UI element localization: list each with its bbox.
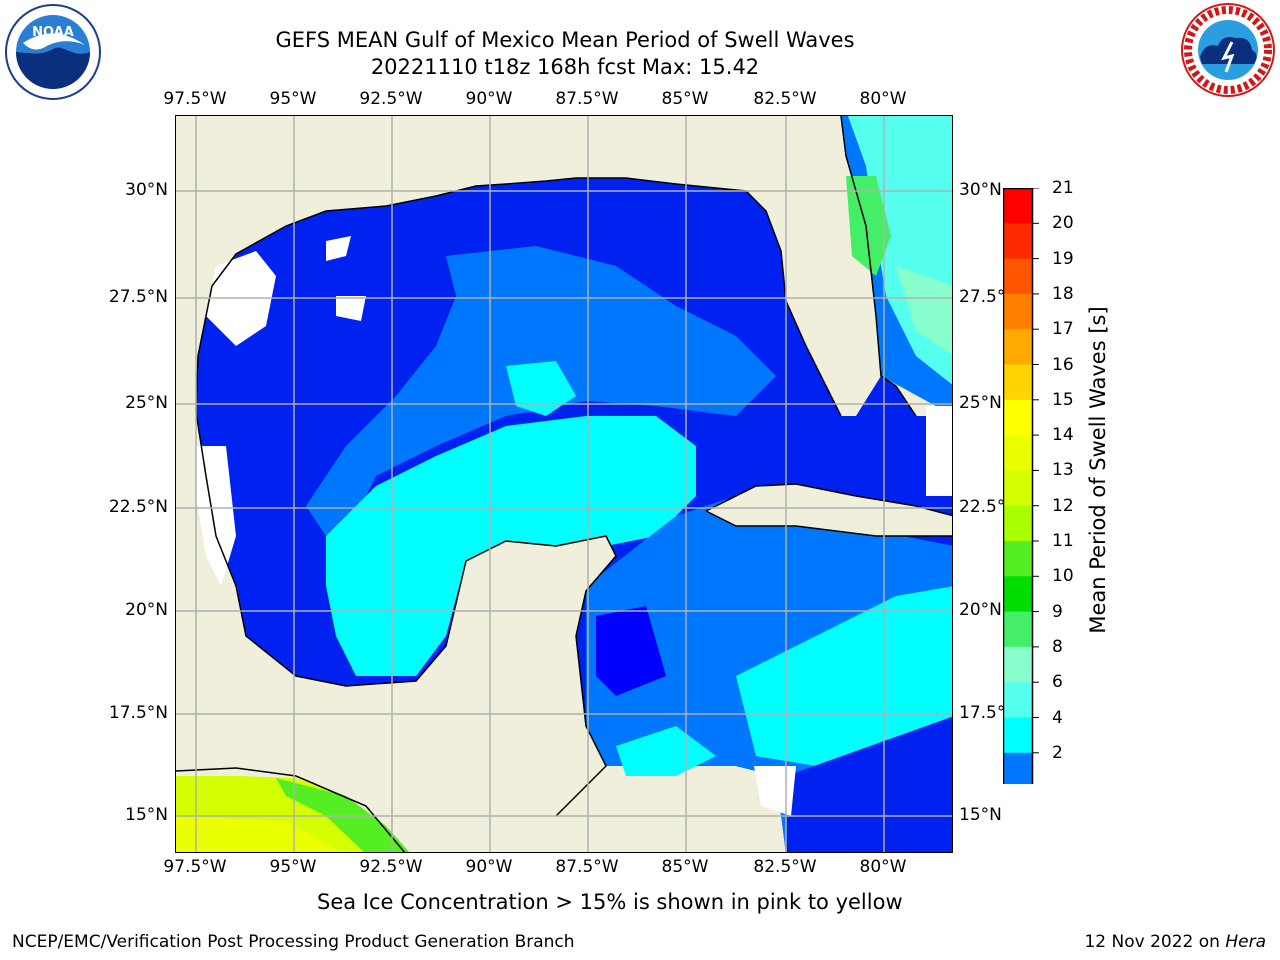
colorbar-tick-label: 13	[1052, 460, 1074, 481]
colorbar-tick-label: 16	[1052, 354, 1074, 375]
colorbar-tick-label: 11	[1052, 531, 1074, 551]
colorbar-tick-label: 18	[1052, 283, 1074, 304]
longitude-label: 97.5°W	[163, 857, 227, 877]
longitude-label: 80°W	[859, 89, 907, 109]
colorbar-tick-label: 14	[1052, 425, 1074, 446]
longitude-label: 92.5°W	[359, 857, 423, 877]
longitude-label: 87.5°W	[555, 89, 619, 109]
latitude-label: 30°N	[125, 180, 168, 200]
colorbar-tick-label: 15	[1052, 389, 1074, 410]
cuba-land	[706, 484, 952, 536]
longitude-label: 97.5°W	[163, 89, 227, 109]
nws-logo	[1181, 3, 1275, 97]
colorbar-segment	[1003, 717, 1033, 754]
colorbar-segment	[1003, 646, 1033, 683]
credit-text: NCEP/EMC/Verification Post Processing Pr…	[12, 932, 575, 952]
longitude-label: 92.5°W	[359, 89, 423, 109]
latitude-label: 15°N	[959, 805, 1002, 825]
longitude-label: 85°W	[661, 89, 709, 109]
map-title: GEFS MEAN Gulf of Mexico Mean Period of …	[275, 28, 855, 52]
longitude-label: 90°W	[465, 857, 513, 877]
colorbar-segment	[1003, 576, 1033, 613]
colorbar-tick-label: 4	[1052, 707, 1063, 728]
latitude-label: 25°N	[125, 393, 168, 413]
yucatan-land	[426, 536, 616, 816]
map-subtitle: 20221110 t18z 168h fcst Max: 15.42	[370, 55, 760, 79]
colorbar-segment	[1003, 505, 1033, 542]
date-stamp: 12 Nov 2022 on Hera	[1084, 932, 1266, 952]
colorbar	[1003, 188, 1039, 784]
colorbar-segment	[1003, 470, 1033, 507]
colorbar-tick-label: 12	[1052, 495, 1074, 516]
colorbar-segment	[1003, 541, 1033, 577]
map-grid	[176, 116, 952, 852]
colorbar-tick-label: 2	[1052, 742, 1063, 763]
latitude-label: 20°N	[959, 600, 1002, 620]
longitude-label: 82.5°W	[753, 857, 817, 877]
colorbar-tick-label: 8	[1052, 636, 1063, 657]
longitude-label: 87.5°W	[555, 857, 619, 877]
colorbar-tick-label: 21	[1052, 178, 1074, 198]
colorbar-tick-label: 6	[1052, 672, 1063, 693]
colorbar-tick-label: 19	[1052, 248, 1074, 269]
colorbar-segment	[1003, 258, 1033, 295]
colorbar-segment	[1003, 611, 1033, 648]
map-canvas	[176, 116, 952, 852]
date-text: 12 Nov 2022 on	[1084, 932, 1226, 952]
longitude-label: 82.5°W	[753, 89, 817, 109]
latitude-label: 17.5°N	[108, 703, 168, 723]
colorbar-segment	[1003, 435, 1033, 471]
colorbar-segment	[1003, 188, 1033, 224]
colorbar-segment	[1003, 399, 1033, 436]
longitude-label: 90°W	[465, 89, 513, 109]
svg-text:NOAA: NOAA	[32, 25, 74, 40]
latitude-label: 20°N	[125, 600, 168, 620]
longitude-label: 85°W	[661, 857, 709, 877]
colorbar-tick-label: 17	[1052, 319, 1074, 340]
sea-ice-note: Sea Ice Concentration > 15% is shown in …	[317, 890, 903, 914]
map-panel	[175, 115, 953, 853]
colorbar-tick-label: 10	[1052, 566, 1074, 587]
colorbar-segment	[1003, 329, 1033, 365]
colorbar-segment	[1003, 223, 1033, 260]
noaa-logo: NOAA	[5, 4, 101, 100]
latitude-label: 25°N	[959, 393, 1002, 413]
colorbar-tick-label: 20	[1052, 213, 1074, 234]
latitude-label: 30°N	[959, 180, 1002, 200]
colorbar-segment	[1003, 682, 1033, 718]
colorbar-segment	[1003, 364, 1033, 401]
colorbar-segment	[1003, 752, 1033, 784]
colorbar-title: Mean Period of Swell Waves [s]	[1086, 306, 1110, 634]
colorbar-segment	[1003, 293, 1033, 330]
latitude-label: 15°N	[125, 805, 168, 825]
colorbar-tick-label: 9	[1052, 601, 1063, 622]
longitude-label: 95°W	[269, 89, 317, 109]
longitude-label: 95°W	[269, 857, 317, 877]
host-name: Hera	[1225, 932, 1266, 952]
latitude-label: 22.5°N	[108, 497, 168, 517]
latitude-label: 27.5°N	[108, 287, 168, 307]
longitude-label: 80°W	[859, 857, 907, 877]
